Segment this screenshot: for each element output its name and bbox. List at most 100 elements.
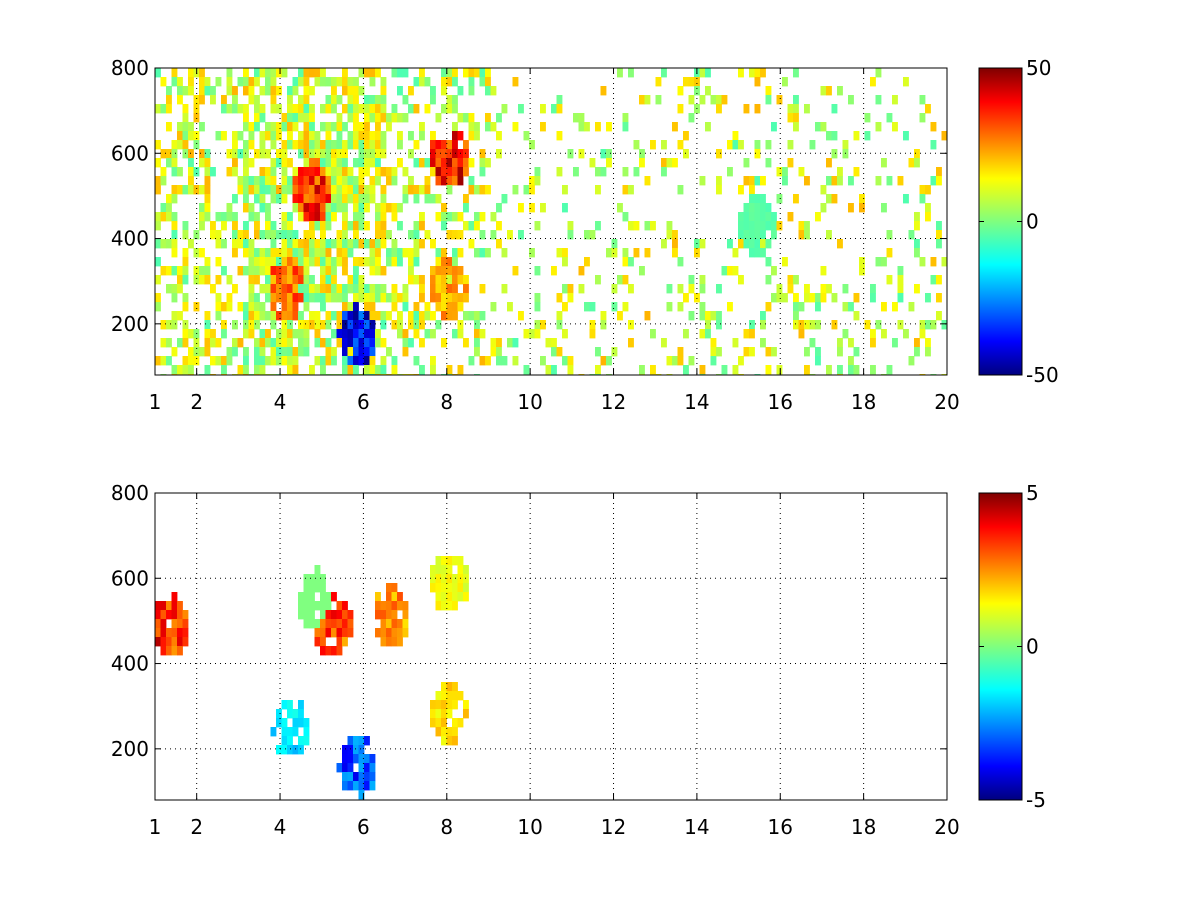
heatmap-cell (237, 239, 244, 249)
heatmap-cell (353, 338, 359, 348)
heatmap-cell (270, 266, 277, 276)
heatmap-cell (171, 610, 178, 620)
heatmap-cell (331, 140, 337, 150)
heatmap-cell (364, 736, 370, 746)
heatmap-cell (793, 293, 799, 303)
heatmap-cell (281, 230, 288, 240)
heatmap-cell (210, 221, 216, 231)
heatmap-cell (424, 176, 431, 186)
heatmap-cell (765, 365, 772, 375)
heatmap-cell (804, 347, 810, 357)
heatmap-cell (435, 718, 442, 728)
heatmap-cell (155, 637, 161, 647)
heatmap-cell (452, 556, 458, 566)
heatmap-cell (490, 122, 497, 132)
heatmap-cell (254, 113, 260, 123)
heatmap-cell (182, 185, 189, 195)
heatmap-cell (237, 77, 244, 87)
heatmap-cell (875, 176, 882, 186)
heatmap-cell (622, 257, 629, 267)
heatmap-cell (435, 727, 442, 737)
heatmap-cell (441, 275, 447, 285)
heatmap-cell (171, 230, 178, 240)
heatmap-cell (320, 302, 326, 312)
heatmap-cell (446, 365, 453, 375)
heatmap-cell (336, 338, 343, 348)
heatmap-cell (716, 149, 722, 159)
heatmap-cell (166, 212, 172, 222)
heatmap-cell (188, 167, 194, 177)
heatmap-cell (243, 176, 249, 186)
heatmap-cell (325, 619, 332, 629)
heatmap-cell (699, 329, 706, 339)
heatmap-cell (221, 266, 227, 276)
heatmap-cell (226, 347, 233, 357)
heatmap-cell (369, 329, 376, 339)
heatmap-cell (380, 356, 387, 366)
heatmap-cell (628, 320, 634, 330)
heatmap-cell (287, 113, 293, 123)
heatmap-cell (347, 194, 354, 204)
heatmap-cell (320, 122, 326, 132)
heatmap-cell (331, 284, 337, 294)
heatmap-cell (166, 194, 172, 204)
heatmap-cell (248, 95, 255, 105)
heatmap-cell (435, 140, 442, 150)
heatmap-cell (353, 781, 359, 791)
heatmap-cell (430, 167, 436, 177)
heatmap-cell (177, 95, 183, 105)
heatmap-cell (276, 194, 282, 204)
heatmap-cell (562, 257, 568, 267)
heatmap-cell (815, 347, 821, 357)
heatmap-cell (853, 293, 860, 303)
heatmap-cell (375, 239, 381, 249)
heatmap-cell (611, 248, 618, 258)
heatmap-cell (276, 709, 282, 719)
heatmap-cell (688, 356, 695, 366)
heatmap-cell (457, 167, 464, 177)
heatmap-cell (292, 284, 299, 294)
heatmap-cell (402, 628, 409, 638)
heatmap-cell (259, 347, 266, 357)
heatmap-cell (281, 329, 288, 339)
heatmap-cell (276, 104, 282, 114)
heatmap-cell (155, 158, 161, 168)
heatmap-cell (622, 122, 629, 132)
heatmap-cell (331, 275, 337, 285)
heatmap-cell (727, 140, 733, 150)
heatmap-cell (386, 619, 392, 629)
heatmap-cell (551, 266, 557, 276)
heatmap-cell (463, 203, 469, 213)
heatmap-cell (463, 167, 469, 177)
heatmap-cell (457, 320, 464, 330)
heatmap-cell (446, 185, 453, 195)
heatmap-cell (485, 86, 491, 96)
heatmap-cell (435, 293, 442, 303)
heatmap-cell (490, 230, 497, 240)
heatmap-cell (776, 365, 783, 375)
heatmap-cell (754, 77, 761, 87)
heatmap-cell (771, 122, 777, 132)
heatmap-cell (287, 700, 293, 710)
heatmap-cell (380, 77, 387, 87)
heatmap-cell (738, 230, 744, 240)
x-tick-label: 1 (149, 815, 162, 839)
heatmap-cell (303, 86, 310, 96)
heatmap-cell (815, 302, 821, 312)
heatmap-cell (298, 601, 304, 611)
heatmap-cell (496, 113, 502, 123)
heatmap-cell (270, 356, 277, 366)
heatmap-cell (457, 158, 464, 168)
heatmap-cell (391, 619, 398, 629)
heatmap-cell (562, 248, 568, 258)
heatmap-cell (342, 772, 348, 782)
heatmap-cell (897, 266, 904, 276)
heatmap-cell (331, 77, 337, 87)
heatmap-cell (303, 592, 310, 602)
heatmap-cell (413, 257, 420, 267)
heatmap-cell (474, 122, 480, 132)
heatmap-cell (160, 77, 167, 87)
heatmap-cell (699, 95, 706, 105)
heatmap-cell (177, 610, 183, 620)
heatmap-cell (325, 131, 332, 141)
